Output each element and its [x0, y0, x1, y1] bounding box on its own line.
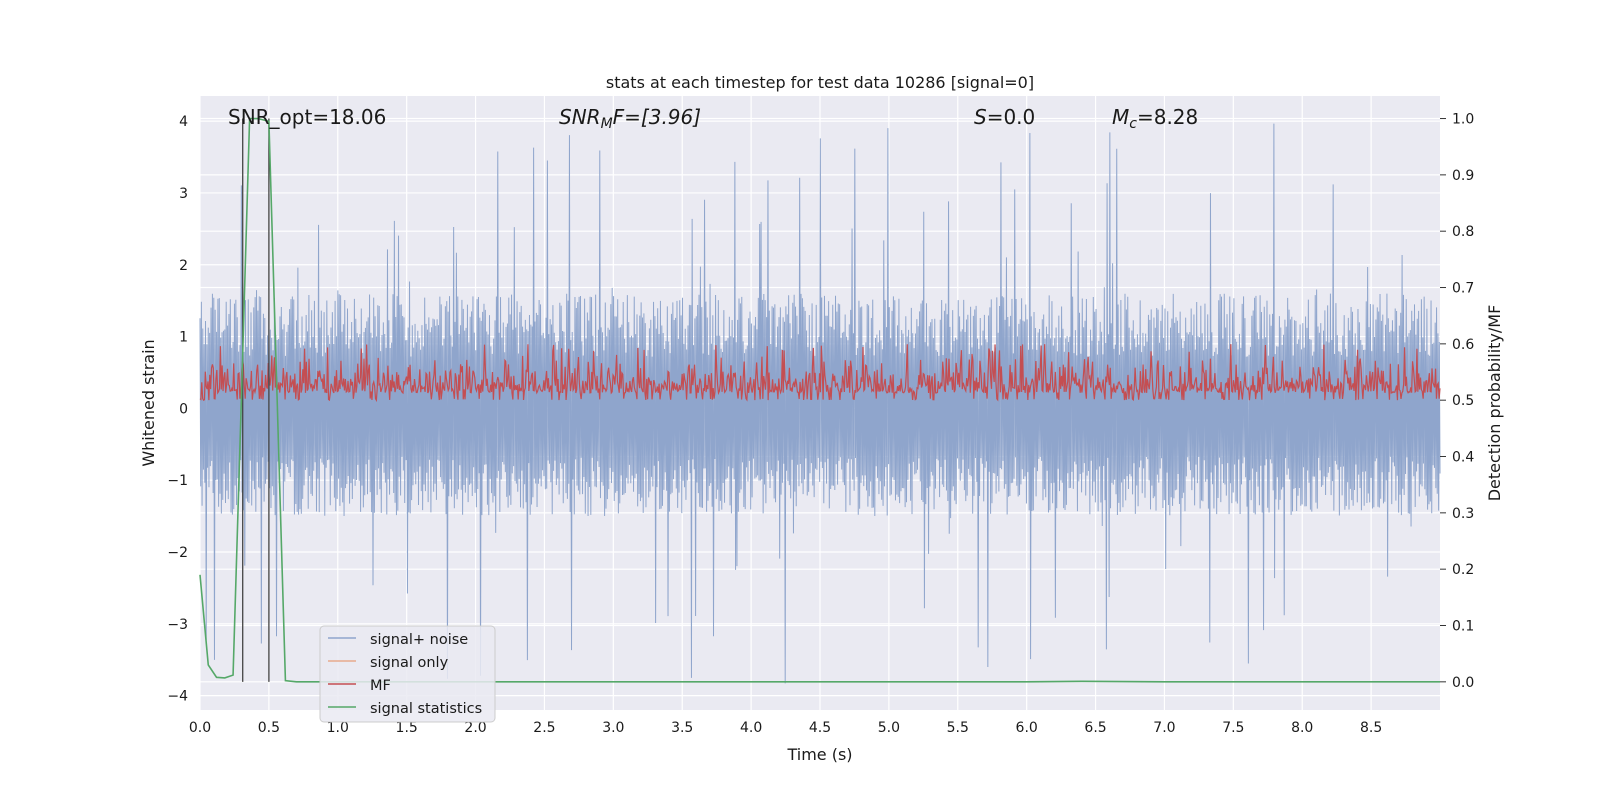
x-tick-label: 4.5: [809, 720, 831, 736]
right-y-tick-label: 0.6: [1452, 337, 1474, 353]
y-tick-label: −1: [167, 473, 188, 489]
annotation-snr-mf-sub: M: [601, 116, 613, 132]
annotation-s-tail: =0.0: [987, 105, 1036, 129]
annotation-snr-opt: SNR_opt=18.06: [228, 105, 386, 129]
x-tick-label: 7.0: [1153, 720, 1175, 736]
y-tick-label: −4: [167, 689, 188, 705]
x-tick-label: 6.0: [1016, 720, 1038, 736]
x-tick-label: 0.5: [258, 720, 280, 736]
legend-label-mf: MF: [370, 678, 391, 694]
series-signal-noise-line: [199, 123, 1441, 684]
x-tick-label: 2.5: [533, 720, 555, 736]
annotation-mc-sub: c: [1129, 116, 1137, 132]
legend-label-signal-statistics: signal statistics: [370, 701, 482, 717]
legend-label-signal-only: signal only: [370, 655, 449, 671]
x-tick-labels: 0.0 0.5 1.0 1.5 2.0 2.5 3.0 3.5 4.0 4.5 5.0 5.5 6.0 6…: [189, 720, 1382, 736]
annotation-mc-tail: =8.28: [1137, 105, 1198, 129]
right-y-tick-label: 1.0: [1452, 112, 1474, 128]
right-y-tick-label: 0.2: [1452, 562, 1474, 578]
y-axis-label: Whitened strain: [139, 339, 158, 466]
right-y-tick-label: 0.9: [1452, 168, 1474, 184]
right-y-tick-labels: 1.0 0.9 0.8 0.7 0.6 0.5 0.4 0.3 0.2 0.1 0.0: [1440, 112, 1474, 691]
chart-title: stats at each timestep for test data 102…: [606, 73, 1034, 92]
right-y-tick-label: 0.5: [1452, 393, 1474, 409]
annotation-snr-mf-main: SNR: [559, 105, 601, 129]
annotation-snr-mf: SNRMF=[3.96]: [559, 105, 701, 132]
x-axis-label: Time (s): [786, 745, 852, 764]
legend-label-signal-noise: signal+ noise: [370, 632, 468, 648]
right-y-tick-label: 0.8: [1452, 224, 1474, 240]
right-y-tick-label: 0.0: [1452, 675, 1474, 691]
x-tick-label: 3.0: [602, 720, 624, 736]
y-tick-label: 2: [179, 258, 188, 274]
y-tick-label: −3: [167, 617, 188, 633]
right-y-axis-label: Detection probability/MF: [1485, 305, 1504, 502]
right-y-tick-label: 0.7: [1452, 281, 1474, 297]
vertical-markers: [242, 118, 270, 682]
legend-box: [319, 625, 496, 723]
annotation-snr-mf-tail: F=[3.96]: [613, 105, 701, 129]
x-tick-label: 5.5: [947, 720, 969, 736]
y-tick-label: 4: [179, 114, 188, 130]
series-signal-statistics-line: [199, 117, 1440, 683]
annotation-mc: Mc=8.28: [1112, 105, 1198, 132]
x-tick-label: 5.0: [878, 720, 900, 736]
x-tick-label: 6.5: [1084, 720, 1106, 736]
y-tick-label: 0: [179, 401, 188, 417]
x-tick-label: 8.0: [1291, 720, 1313, 736]
annotation-s: S=0.0: [974, 105, 1035, 129]
y-tick-label: 3: [179, 186, 188, 202]
x-tick-label: 4.0: [740, 720, 762, 736]
right-y-tick-label: 0.4: [1452, 450, 1474, 466]
annotation-mc-main: M: [1112, 105, 1129, 129]
legend: signal+ noise signal only MF signal stat…: [319, 625, 496, 723]
x-tick-label: 0.0: [189, 720, 211, 736]
x-tick-label: 1.0: [327, 720, 349, 736]
annotation-s-main: S: [974, 105, 987, 129]
right-y-tick-label: 0.3: [1452, 506, 1474, 522]
x-tick-label: 1.5: [396, 720, 418, 736]
x-tick-label: 7.5: [1222, 720, 1244, 736]
series-mf-line: [199, 344, 1441, 403]
y-tick-labels: 4 3 2 1 0 −1 −2 −3 −4: [167, 114, 188, 705]
y-tick-label: 1: [179, 330, 188, 346]
right-y-tick-label: 0.1: [1452, 619, 1474, 635]
x-tick-label: 8.5: [1360, 720, 1382, 736]
x-tick-label: 2.0: [464, 720, 486, 736]
y-tick-label: −2: [167, 545, 188, 561]
x-tick-label: 3.5: [671, 720, 693, 736]
